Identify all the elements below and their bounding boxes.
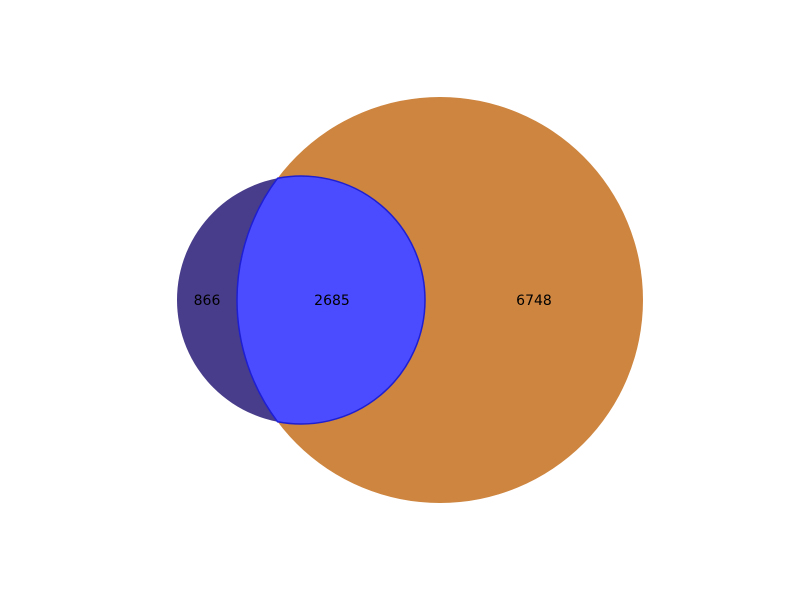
intersection-outline [236, 175, 426, 425]
label-set-b-only: 6748 [516, 293, 552, 309]
label-set-a-only: 866 [194, 293, 221, 309]
intersection-region [237, 176, 425, 424]
label-intersection: 2685 [314, 293, 350, 309]
